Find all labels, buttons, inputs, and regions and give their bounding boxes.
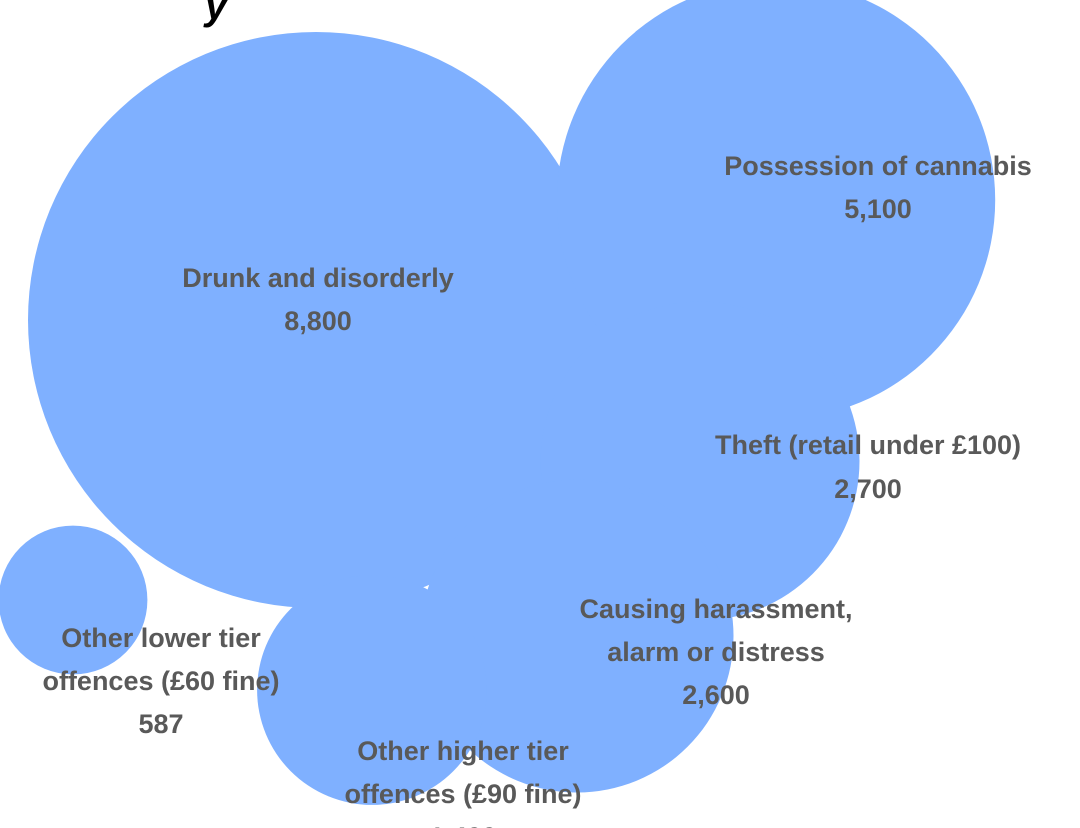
bubble-label-4: Causing harassment, alarm or distress 2,60… xyxy=(579,594,852,710)
bubble-label-6: Other lower tier offences (£60 fine) 587 xyxy=(42,623,279,739)
bubble-6 xyxy=(0,525,148,675)
bubble-5 xyxy=(257,575,487,805)
bubble-4 xyxy=(420,479,734,793)
bubble-label-2: Possession of cannabis 5,100 xyxy=(724,151,1032,224)
bubble-1 xyxy=(28,32,604,608)
title-fragment-left: y xyxy=(203,0,229,28)
bubble-label-1: Drunk and disorderly 8,800 xyxy=(182,263,454,336)
bubble-label-3: Theft (retail under £100) 2,700 xyxy=(715,430,1021,504)
